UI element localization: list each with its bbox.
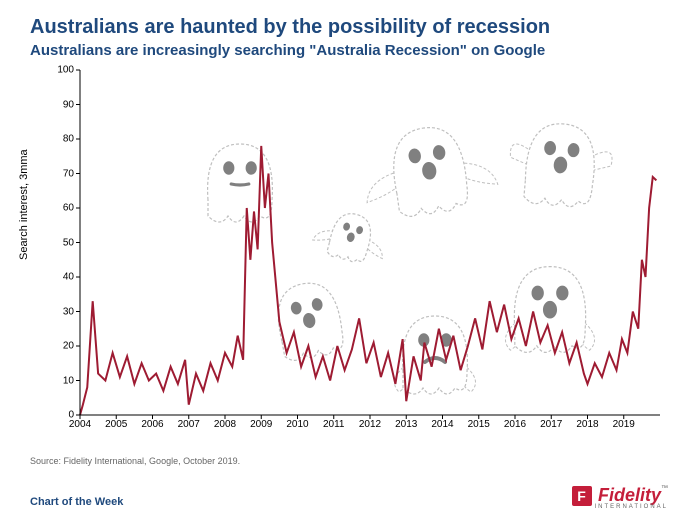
x-tick: 2009: [250, 419, 272, 430]
x-tick: 2005: [105, 419, 127, 430]
ghost-icon: [505, 267, 594, 353]
y-tick: 90: [63, 99, 74, 110]
y-tick: 50: [63, 237, 74, 248]
fidelity-logo: F Fidelity™ INTERNATIONAL: [572, 485, 668, 510]
y-axis-label: Search interest, 3mma: [18, 149, 30, 260]
x-tick: 2011: [323, 419, 345, 430]
x-tick: 2004: [69, 419, 91, 430]
y-tick: 80: [63, 134, 74, 145]
footer: Chart of the Week F Fidelity™ INTERNATIO…: [12, 484, 678, 510]
y-tick: 10: [63, 375, 74, 386]
x-tick: 2016: [504, 419, 526, 430]
x-tick: 2006: [141, 419, 163, 430]
x-tick: 2010: [286, 419, 308, 430]
footer-label: Chart of the Week: [30, 496, 123, 508]
chart-title: Australians are haunted by the possibili…: [30, 16, 550, 39]
x-tick: 2007: [178, 419, 200, 430]
x-tick: 2008: [214, 419, 236, 430]
ghost-icon: [310, 205, 392, 269]
chart-subtitle: Australians are increasingly searching "…: [30, 42, 545, 59]
x-tick: 2014: [431, 419, 453, 430]
x-tick: 2015: [468, 419, 490, 430]
y-tick: 30: [63, 306, 74, 317]
x-tick: 2013: [395, 419, 417, 430]
y-tick: 70: [63, 168, 74, 179]
x-tick: 2018: [576, 419, 598, 430]
logo-text: Fidelity: [598, 485, 661, 506]
x-tick: 2017: [540, 419, 562, 430]
logo-badge: F: [572, 486, 592, 506]
ghost-icon: [395, 316, 476, 394]
ghost-icon: [506, 120, 615, 210]
x-tick: 2012: [359, 419, 381, 430]
y-tick: 40: [63, 272, 74, 283]
plot-area: 0102030405060708090100200420052006200720…: [80, 70, 660, 415]
y-tick: 100: [57, 65, 74, 76]
x-tick: 2019: [613, 419, 635, 430]
chart-card: Australians are haunted by the possibili…: [12, 10, 678, 472]
source-text: Source: Fidelity International, Google, …: [30, 456, 240, 466]
y-tick: 20: [63, 341, 74, 352]
ghost-icon: [358, 119, 501, 222]
y-tick: 60: [63, 203, 74, 214]
